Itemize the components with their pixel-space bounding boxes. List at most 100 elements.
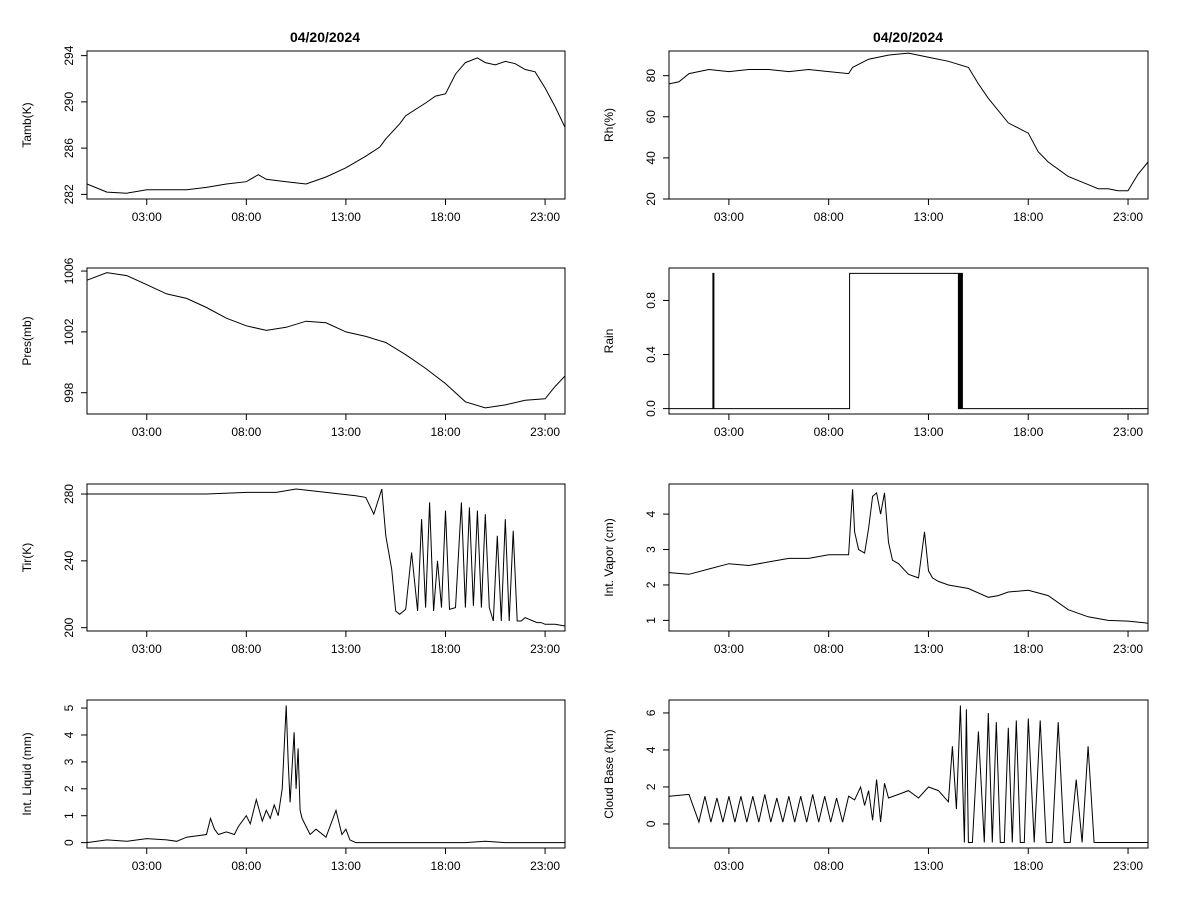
x-tick-label: 03:00 xyxy=(714,642,744,656)
x-tick-label: 08:00 xyxy=(231,425,261,439)
y-tick-label: 294 xyxy=(62,45,76,65)
y-tick-label: 282 xyxy=(62,184,76,204)
series-line xyxy=(86,272,566,409)
x-tick-label: 23:00 xyxy=(530,425,560,439)
y-axis-label: Cloud Base (km) xyxy=(602,729,616,818)
x-tick-label: 18:00 xyxy=(1013,210,1043,224)
x-tick-label: 13:00 xyxy=(913,210,943,224)
x-tick-label: 03:00 xyxy=(132,642,162,656)
series-line xyxy=(87,488,566,627)
x-tick-label: 23:00 xyxy=(530,210,560,224)
y-tick-label: 2 xyxy=(62,785,76,792)
y-axis-label: Rain xyxy=(602,329,616,354)
x-tick-label: 18:00 xyxy=(430,642,460,656)
y-tick-label: 2 xyxy=(644,581,658,588)
x-tick-label: 18:00 xyxy=(430,210,460,224)
plot-frame xyxy=(668,50,1149,200)
plot-frame xyxy=(86,50,566,200)
y-tick-label: 4 xyxy=(644,510,658,517)
y-tick-label: 4 xyxy=(62,731,76,738)
x-tick-label: 08:00 xyxy=(231,210,261,224)
y-tick-label: 0.0 xyxy=(644,400,658,417)
x-tick-label: 23:00 xyxy=(1113,642,1143,656)
y-axis-label: Int. Liquid (mm) xyxy=(20,732,34,815)
x-tick-label: 23:00 xyxy=(1113,210,1143,224)
series-line xyxy=(86,705,565,844)
plot-frame xyxy=(86,483,566,632)
y-axis-label: Rh(%) xyxy=(602,108,616,142)
x-tick-label: 03:00 xyxy=(714,425,744,439)
y-axis-label: Pres(mb) xyxy=(20,316,34,365)
y-tick-label: 80 xyxy=(644,69,658,83)
y-tick-label: 0 xyxy=(644,820,658,827)
x-tick-label: 23:00 xyxy=(1113,425,1143,439)
x-tick-label: 08:00 xyxy=(814,210,844,224)
x-tick-label: 23:00 xyxy=(530,642,560,656)
y-tick-label: 5 xyxy=(62,704,76,711)
y-tick-label: 240 xyxy=(62,551,76,571)
x-tick-label: 18:00 xyxy=(1013,859,1043,873)
series-line xyxy=(668,52,1149,192)
y-tick-label: 60 xyxy=(644,110,658,124)
panel-2: 03:00 08:00 13:00 18:00 23:00 20 40 60 80 Rh(%) xyxy=(602,50,1149,224)
x-tick-label: 13:00 xyxy=(913,642,943,656)
plot-frame xyxy=(668,267,1149,415)
x-tick-label: 18:00 xyxy=(430,425,460,439)
x-tick-label: 23:00 xyxy=(1113,859,1143,873)
panel-3: 03:00 08:00 13:00 18:00 23:00 998 1002 1006 Pres… xyxy=(20,257,566,439)
y-tick-label: 998 xyxy=(62,382,76,402)
x-tick-label: 13:00 xyxy=(331,425,361,439)
panel-7: 03:00 08:00 13:00 18:00 23:00 0 1 2 3 4 5 Int. Liqu… xyxy=(20,699,566,873)
series-line xyxy=(669,272,1148,410)
series-line xyxy=(668,705,1148,843)
x-tick-label: 23:00 xyxy=(530,859,560,873)
y-tick-label: 2 xyxy=(644,783,658,790)
panel-8: 03:00 08:00 13:00 18:00 23:00 0 2 4 6 Cloud Base … xyxy=(602,699,1149,873)
x-tick-label: 03:00 xyxy=(132,859,162,873)
x-tick-label: 18:00 xyxy=(1013,642,1043,656)
series-line xyxy=(86,57,566,194)
x-tick-label: 08:00 xyxy=(231,859,261,873)
y-axis-label: Int. Vapor (cm) xyxy=(602,518,616,596)
panel-1: 03:00 08:00 13:00 18:00 23:00 282 286 290 294 Tam… xyxy=(20,45,566,224)
x-tick-label: 03:00 xyxy=(132,210,162,224)
plot-frame xyxy=(86,267,566,415)
x-tick-label: 18:00 xyxy=(430,859,460,873)
y-tick-label: 1 xyxy=(644,617,658,624)
chart-title-right: 04/20/2024 xyxy=(873,29,943,45)
panel-6: 03:00 08:00 13:00 18:00 23:00 1 2 3 4 Int. Vapor … xyxy=(602,483,1149,656)
y-tick-label: 290 xyxy=(62,92,76,112)
plot-frame xyxy=(668,699,1149,849)
y-tick-label: 40 xyxy=(644,151,658,165)
x-tick-label: 08:00 xyxy=(814,859,844,873)
panel-4: 03:00 08:00 13:00 18:00 23:00 0.0 0.4 0.8 Rain xyxy=(602,267,1149,439)
x-tick-label: 13:00 xyxy=(331,642,361,656)
plot-frame xyxy=(86,699,566,849)
y-tick-label: 3 xyxy=(62,758,76,765)
y-tick-label: 3 xyxy=(644,546,658,553)
x-tick-label: 03:00 xyxy=(714,210,744,224)
x-tick-label: 13:00 xyxy=(331,210,361,224)
x-tick-label: 18:00 xyxy=(1013,425,1043,439)
plot-frame xyxy=(668,483,1149,632)
y-tick-label: 1006 xyxy=(62,257,76,284)
x-tick-label: 03:00 xyxy=(714,859,744,873)
y-tick-label: 286 xyxy=(62,138,76,158)
y-tick-label: 20 xyxy=(644,192,658,206)
y-tick-label: 1002 xyxy=(62,318,76,345)
y-axis-label: Tir(K) xyxy=(20,543,34,573)
x-tick-label: 08:00 xyxy=(814,425,844,439)
x-tick-label: 13:00 xyxy=(913,425,943,439)
y-tick-label: 0 xyxy=(62,839,76,846)
x-tick-label: 03:00 xyxy=(132,425,162,439)
chart-title-left: 04/20/2024 xyxy=(290,29,360,45)
y-tick-label: 1 xyxy=(62,812,76,819)
x-tick-label: 13:00 xyxy=(913,859,943,873)
y-tick-label: 280 xyxy=(62,484,76,504)
x-tick-label: 08:00 xyxy=(814,642,844,656)
y-axis-label: Tamb(K) xyxy=(20,102,34,147)
y-tick-label: 0.4 xyxy=(644,346,658,363)
series-line xyxy=(668,489,1149,624)
y-tick-label: 6 xyxy=(644,709,658,716)
panel-5: 03:00 08:00 13:00 18:00 23:00 200 240 280 Tir(K) xyxy=(20,483,566,656)
